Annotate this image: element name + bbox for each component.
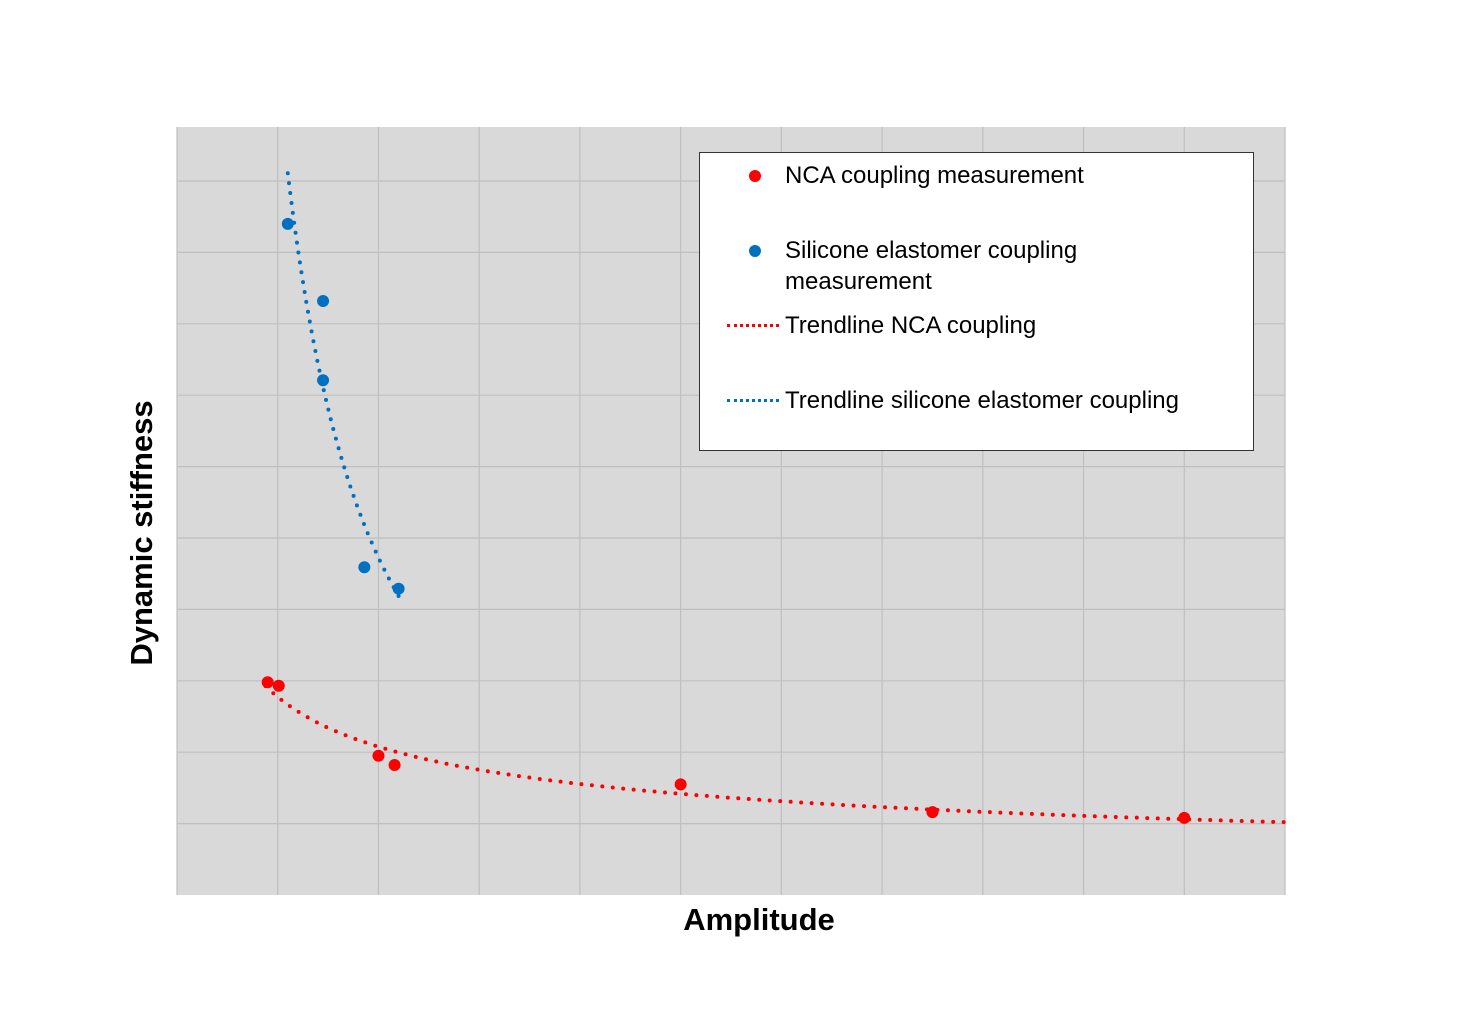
legend-label: NCA coupling measurement [785, 162, 1084, 189]
data-point [388, 759, 401, 772]
data-point [392, 582, 405, 595]
blue-dot-icon [749, 245, 761, 257]
x-axis-title: Amplitude [683, 902, 835, 937]
data-point [317, 294, 330, 307]
legend-label: Trendline silicone elastomer coupling [785, 387, 1179, 414]
data-point [272, 679, 285, 692]
data-point [372, 749, 385, 762]
data-point [358, 561, 371, 574]
nca-trendline [263, 684, 1287, 825]
red-dotted-line-icon [727, 324, 779, 327]
legend: NCA coupling measurement Silicone elasto… [699, 152, 1254, 451]
data-point [1178, 811, 1191, 824]
red-dot-icon [749, 170, 761, 182]
legend-label-line2: measurement [785, 268, 932, 295]
data-point [926, 806, 939, 819]
data-point [261, 676, 274, 689]
y-axis-title: Dynamic stiffness [124, 400, 159, 666]
data-point [674, 778, 687, 791]
legend-label: Silicone elastomer coupling [785, 237, 1078, 264]
blue-dotted-line-icon [727, 399, 779, 402]
silicone-trendline [285, 171, 402, 600]
data-point [281, 217, 294, 230]
data-points [261, 217, 1191, 824]
data-point [317, 374, 330, 387]
legend-label: Trendline NCA coupling [785, 312, 1037, 339]
